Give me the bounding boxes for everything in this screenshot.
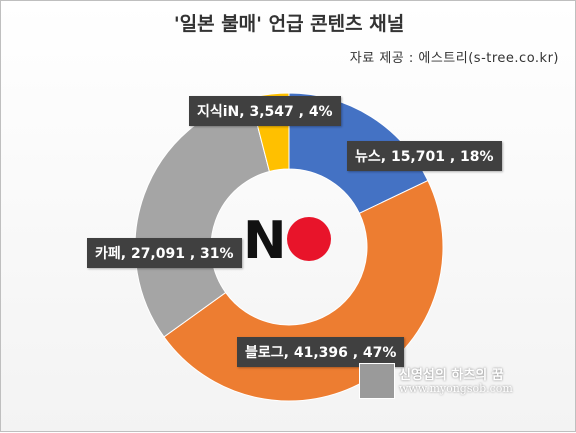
no-logo-red-circle bbox=[287, 217, 331, 261]
data-label-jisikin: 지식iN, 3,547 , 4% bbox=[189, 96, 341, 126]
data-label-news: 뉴스, 15,701 , 18% bbox=[347, 141, 502, 171]
data-label-blog: 블로그, 41,396 , 47% bbox=[237, 337, 405, 367]
watermark: 신영섭의 하츠의 꿈 www.myongsob.com bbox=[359, 363, 549, 401]
chart-title: '일본 불매' 언급 콘텐츠 채널 bbox=[173, 13, 405, 35]
source-note: 자료 제공 : 에스트리(s-tree.co.kr) bbox=[349, 51, 559, 66]
data-label-cafe: 카페, 27,091 , 31% bbox=[87, 238, 242, 268]
watermark-avatar bbox=[359, 363, 395, 399]
watermark-name: 신영섭의 하츠의 꿈 bbox=[399, 368, 504, 383]
watermark-url: www.myongsob.com bbox=[399, 382, 513, 395]
no-logo-letter: N bbox=[243, 211, 287, 271]
